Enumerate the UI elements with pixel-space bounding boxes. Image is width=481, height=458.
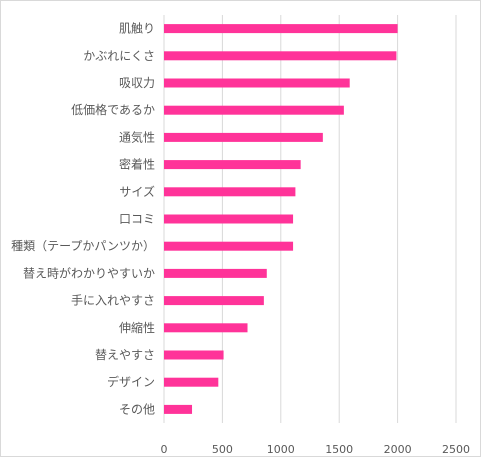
bar <box>164 214 294 224</box>
category-labels: 肌触りかぶれにくさ吸収力低価格であるか通気性密着性サイズ口コミ種類（テープかパン… <box>11 22 155 417</box>
category-label: 通気性 <box>119 129 155 144</box>
bar <box>164 78 350 88</box>
bar <box>164 296 264 306</box>
category-label: デザイン <box>107 374 155 389</box>
category-label: 低価格であるか <box>71 102 155 117</box>
category-label: 替え時がわかりやすいか <box>23 265 155 280</box>
x-tick-labels: 0 500 1000 1500 2000 2500 <box>161 443 471 456</box>
bar <box>164 187 296 197</box>
category-label: 種類（テープかパンツか） <box>11 239 155 253</box>
bar <box>164 132 323 142</box>
bar <box>164 377 219 387</box>
x-tick-label: 0 <box>161 443 168 456</box>
x-tick-label: 1000 <box>267 443 295 456</box>
bar <box>164 323 248 333</box>
category-label: 密着性 <box>119 157 155 172</box>
category-label: 手に入れやすさ <box>71 294 155 308</box>
bar <box>164 105 344 115</box>
x-tick-label: 1500 <box>325 443 353 456</box>
bar <box>164 51 397 61</box>
category-label: サイズ <box>119 184 155 199</box>
x-tick-label: 2000 <box>384 443 412 456</box>
bar <box>164 404 193 414</box>
x-tick-label: 500 <box>212 443 233 456</box>
bar <box>164 268 267 278</box>
category-label: 替えやすさ <box>95 348 155 362</box>
bars <box>164 24 398 414</box>
x-tick-label: 2500 <box>442 443 470 456</box>
category-label: その他 <box>119 402 155 416</box>
category-label: 口コミ <box>119 212 155 226</box>
bar <box>164 350 224 360</box>
bar <box>164 241 294 251</box>
bar <box>164 160 301 170</box>
category-label: 吸収力 <box>119 76 155 90</box>
category-label: 肌触り <box>119 22 155 36</box>
bar <box>164 24 398 34</box>
category-label: かぶれにくさ <box>83 49 155 63</box>
category-label: 伸縮性 <box>119 320 155 335</box>
